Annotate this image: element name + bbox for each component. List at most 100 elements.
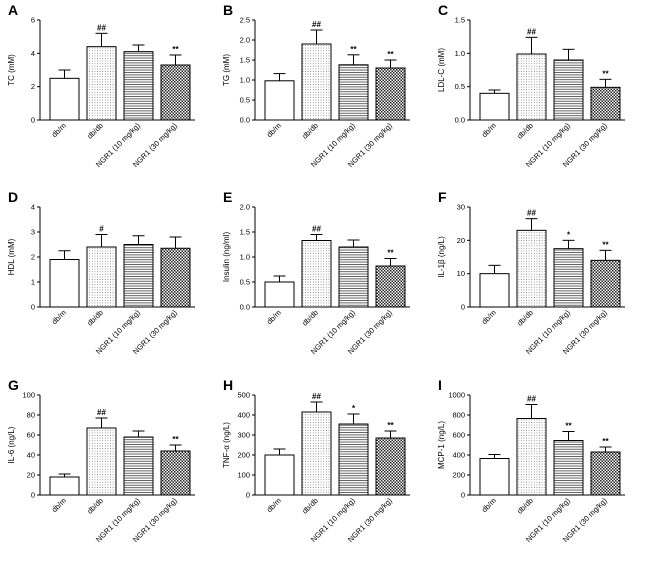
category-label: db/db	[300, 308, 320, 328]
y-axis-label: IL-6 (ng/L)	[7, 426, 16, 463]
y-tick-label: 1	[31, 278, 35, 287]
panel-letter: F	[438, 189, 447, 205]
y-tick-label: 1.5	[455, 16, 465, 25]
y-axis-label: LDL-C (mM)	[437, 48, 446, 92]
significance-label: **	[387, 50, 394, 59]
bar	[86, 427, 117, 496]
bar	[375, 67, 406, 121]
y-tick-label: 0	[31, 303, 35, 312]
panel-letter: E	[223, 189, 232, 205]
bar	[301, 43, 332, 121]
panel-letter: D	[8, 189, 18, 205]
bar	[375, 437, 406, 496]
bar	[516, 418, 547, 496]
y-tick-label: 20	[27, 471, 35, 480]
significance-label: *	[352, 404, 356, 413]
significance-label: ##	[97, 408, 106, 417]
bar	[301, 240, 332, 308]
bar	[301, 411, 332, 496]
significance-label: ##	[527, 209, 536, 218]
bar	[516, 53, 547, 121]
y-tick-label: 500	[237, 391, 250, 400]
y-tick-label: 0.5	[455, 82, 465, 91]
y-tick-label: 1.5	[240, 228, 250, 237]
y-axis-label: Insulin (ng/ml)	[222, 232, 231, 283]
bar	[264, 281, 295, 308]
y-tick-label: 6	[31, 16, 35, 25]
y-axis-label: HDL (mM)	[7, 238, 16, 275]
significance-label: **	[602, 240, 609, 249]
bar	[49, 259, 80, 308]
y-tick-label: 0.0	[240, 116, 250, 125]
y-tick-label: 2.5	[240, 16, 250, 25]
y-tick-label: 100	[22, 391, 35, 400]
y-tick-label: 200	[237, 451, 250, 460]
category-label: db/db	[300, 496, 320, 516]
y-axis-label: TG (mM)	[222, 54, 231, 86]
y-tick-label: 0	[246, 491, 250, 500]
significance-label: **	[350, 45, 357, 54]
panel-h: H 0 100 200 300 400 500 TNF-α (ng/L) db/m ## db/db…	[222, 377, 410, 544]
y-tick-label: 20	[457, 236, 465, 245]
y-tick-label: 0	[461, 491, 465, 500]
category-label: db/m	[50, 121, 68, 139]
significance-label: **	[565, 422, 572, 431]
significance-label: **	[387, 421, 394, 430]
bar	[160, 450, 191, 496]
category-label: db/db	[515, 121, 535, 141]
category-label: db/db	[515, 308, 535, 328]
y-axis-label: TNF-α (ng/L)	[222, 422, 231, 468]
panel-letter: B	[223, 2, 233, 18]
y-tick-label: 1000	[448, 391, 465, 400]
bar	[123, 436, 154, 496]
panel-letter: I	[438, 377, 442, 393]
category-label: db/m	[50, 308, 68, 326]
y-tick-label: 40	[27, 451, 35, 460]
significance-label: **	[602, 69, 609, 78]
y-tick-label: 800	[452, 411, 465, 420]
y-tick-label: 2.0	[240, 203, 250, 212]
bar	[590, 259, 621, 308]
y-tick-label: 200	[452, 471, 465, 480]
panel-letter: H	[223, 377, 233, 393]
y-tick-label: 0.0	[240, 303, 250, 312]
y-tick-label: 100	[237, 471, 250, 480]
panel-letter: A	[8, 2, 18, 18]
y-tick-label: 400	[452, 451, 465, 460]
category-label: db/db	[85, 496, 105, 516]
significance-label: ##	[527, 27, 536, 36]
significance-label: **	[172, 45, 179, 54]
y-axis-label: MCP-1 (ng/L)	[437, 421, 446, 469]
bar	[86, 246, 117, 308]
category-label: db/m	[480, 496, 498, 514]
y-tick-label: 400	[237, 411, 250, 420]
y-tick-label: 2	[31, 82, 35, 91]
y-tick-label: 300	[237, 431, 250, 440]
significance-label: ##	[312, 225, 321, 234]
y-tick-label: 1.5	[240, 56, 250, 65]
panel-i: I 0 200 400 600 800 1000 MCP-1 (ng/L) db/m ## db/d…	[437, 377, 625, 544]
y-tick-label: 0.0	[455, 116, 465, 125]
y-tick-label: 60	[27, 431, 35, 440]
category-label: db/m	[265, 121, 283, 139]
panel-e: E 0.0 0.5 1.0 1.5 2.0 Insulin (ng/ml) db/m ## db/…	[222, 189, 410, 356]
category-label: db/m	[265, 308, 283, 326]
significance-label: ##	[97, 23, 106, 32]
y-axis-label: IL-1β (ng/L)	[437, 236, 446, 278]
y-axis-label: TC (mM)	[7, 54, 16, 86]
bar	[516, 229, 547, 308]
bar	[590, 86, 621, 121]
category-label: db/m	[50, 496, 68, 514]
bar	[553, 248, 584, 308]
y-tick-label: 1.0	[455, 49, 465, 58]
y-tick-label: 4	[31, 203, 35, 212]
significance-label: ##	[527, 395, 536, 404]
bar	[375, 265, 406, 308]
bar	[590, 451, 621, 496]
category-label: db/db	[300, 121, 320, 141]
